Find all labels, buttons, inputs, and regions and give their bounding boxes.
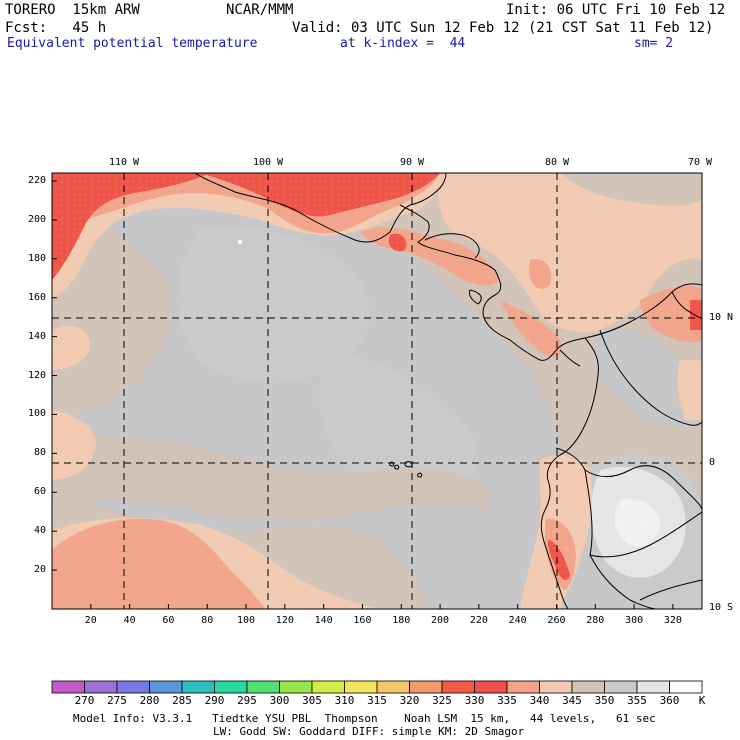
lon-label-70w: 70 W (687, 157, 713, 168)
left-tick-label: 120 (27, 369, 46, 381)
colorbar-swatch (376, 680, 410, 694)
bottom-tick-label: 140 (314, 615, 333, 626)
left-tick-label: 20 (33, 564, 46, 576)
colorbar-label: 330 (464, 694, 485, 707)
colorbar-swatch (214, 680, 248, 694)
colorbar-swatch (311, 680, 345, 694)
left-tick-label: 220 (27, 175, 46, 186)
left-tick-label: 100 (27, 408, 46, 420)
bottom-tick-label: 40 (123, 615, 136, 626)
bottom-tick-label: 220 (469, 615, 488, 626)
colorbar-swatch (149, 680, 183, 694)
bottom-tick-label: 180 (392, 615, 411, 626)
colorbar-swatch (539, 680, 573, 694)
left-tick-label: 180 (27, 252, 46, 264)
bottom-tick-label: 60 (162, 615, 175, 626)
model-info-line2: LW: Godd SW: Goddard DIFF: simple KM: 2D… (213, 725, 525, 738)
bottom-tick-label: 100 (236, 615, 256, 626)
plot-frame (51, 172, 703, 610)
lon-label-110w: 110 W (108, 157, 140, 168)
colorbar-label: 295 (237, 694, 257, 707)
left-tick-label: 80 (33, 447, 46, 459)
field-shading (52, 173, 702, 609)
lat-label-10s: 10 S (709, 602, 734, 613)
colorbar-label: 290 (204, 694, 225, 707)
bottom-tick-label: 20 (84, 615, 97, 626)
colorbar-swatch (344, 680, 378, 694)
colorbar-swatch (246, 680, 280, 694)
init-time: Init: 06 UTC Fri 10 Feb 12 (506, 2, 726, 18)
left-tick-label: 200 (27, 213, 46, 225)
coastlines (194, 173, 702, 609)
lon-label-80w: 80 W (544, 157, 570, 168)
bottom-tick-label: 300 (625, 615, 644, 626)
smoothing-info: sm= 2 (634, 36, 674, 51)
colorbar-swatch (474, 680, 508, 694)
colorbar-swatch (279, 680, 313, 694)
left-tick-label: 60 (33, 486, 46, 498)
bottom-tick-label: 80 (201, 615, 214, 626)
colorbar-label: 300 (269, 694, 290, 707)
colorbar-swatch (636, 680, 670, 694)
colorbar-label: 355 (627, 694, 647, 707)
colorbar-label: 360 (659, 694, 680, 707)
colorbar-label: 350 (594, 694, 615, 707)
colorbar-label: 310 (334, 694, 355, 707)
gridlines (52, 173, 702, 609)
colorbar-swatch (181, 680, 215, 694)
valid-time: Valid: 03 UTC Sun 12 Feb 12 (21 CST Sat … (292, 20, 714, 36)
colorbar-unit: K (698, 694, 706, 707)
colorbar-label: 345 (562, 694, 582, 707)
colorbar-swatch (441, 680, 475, 694)
colorbar-label: 280 (139, 694, 160, 707)
left-tick-label: 140 (27, 330, 46, 342)
colorbar-swatch (116, 680, 150, 694)
colorbar-swatch (506, 680, 540, 694)
lon-label-90w: 90 W (399, 157, 425, 168)
colorbar-label: 320 (399, 694, 420, 707)
colorbar-swatch (84, 680, 118, 694)
colorbar-swatch (51, 680, 85, 694)
model-name: TORERO 15km ARW (5, 2, 140, 18)
colorbar-label: 305 (302, 694, 322, 707)
forecast-hour: Fcst: 45 h (5, 20, 107, 36)
colorbar-label: 285 (172, 694, 192, 707)
left-tick-label: 160 (27, 291, 46, 303)
colorbar (51, 680, 703, 694)
bottom-tick-label: 160 (353, 615, 372, 626)
colorbar-swatch (669, 680, 703, 694)
bottom-tick-label: 320 (663, 615, 682, 626)
bottom-tick-label: 240 (508, 615, 527, 626)
bottom-tick-label: 120 (275, 615, 294, 626)
bottom-tick-label: 260 (547, 615, 566, 626)
colorbar-label: 270 (74, 694, 95, 707)
level-info: at k-index = 44 (340, 36, 466, 51)
colorbar-label: 315 (367, 694, 387, 707)
model-info-line1: Model Info: V3.3.1 Tiedtke YSU PBL Thomp… (73, 712, 656, 725)
colorbar-label: 335 (497, 694, 517, 707)
lon-label-100w: 100 W (252, 157, 284, 168)
colorbar-swatch (571, 680, 605, 694)
tick-marks (52, 180, 674, 609)
colorbar-swatch (409, 680, 443, 694)
bottom-tick-label: 280 (586, 615, 605, 626)
colorbar-label: 325 (432, 694, 452, 707)
lat-label-10n: 10 N (709, 312, 734, 323)
bottom-tick-label: 200 (431, 615, 450, 626)
colorbar-label: 275 (107, 694, 127, 707)
lat-label-0: 0 (709, 457, 716, 468)
left-tick-label: 40 (33, 525, 46, 537)
colorbar-label: 340 (529, 694, 550, 707)
colorbar-swatch (604, 680, 638, 694)
center-name: NCAR/MMM (226, 2, 294, 18)
field-name: Equivalent potential temperature (7, 36, 258, 51)
